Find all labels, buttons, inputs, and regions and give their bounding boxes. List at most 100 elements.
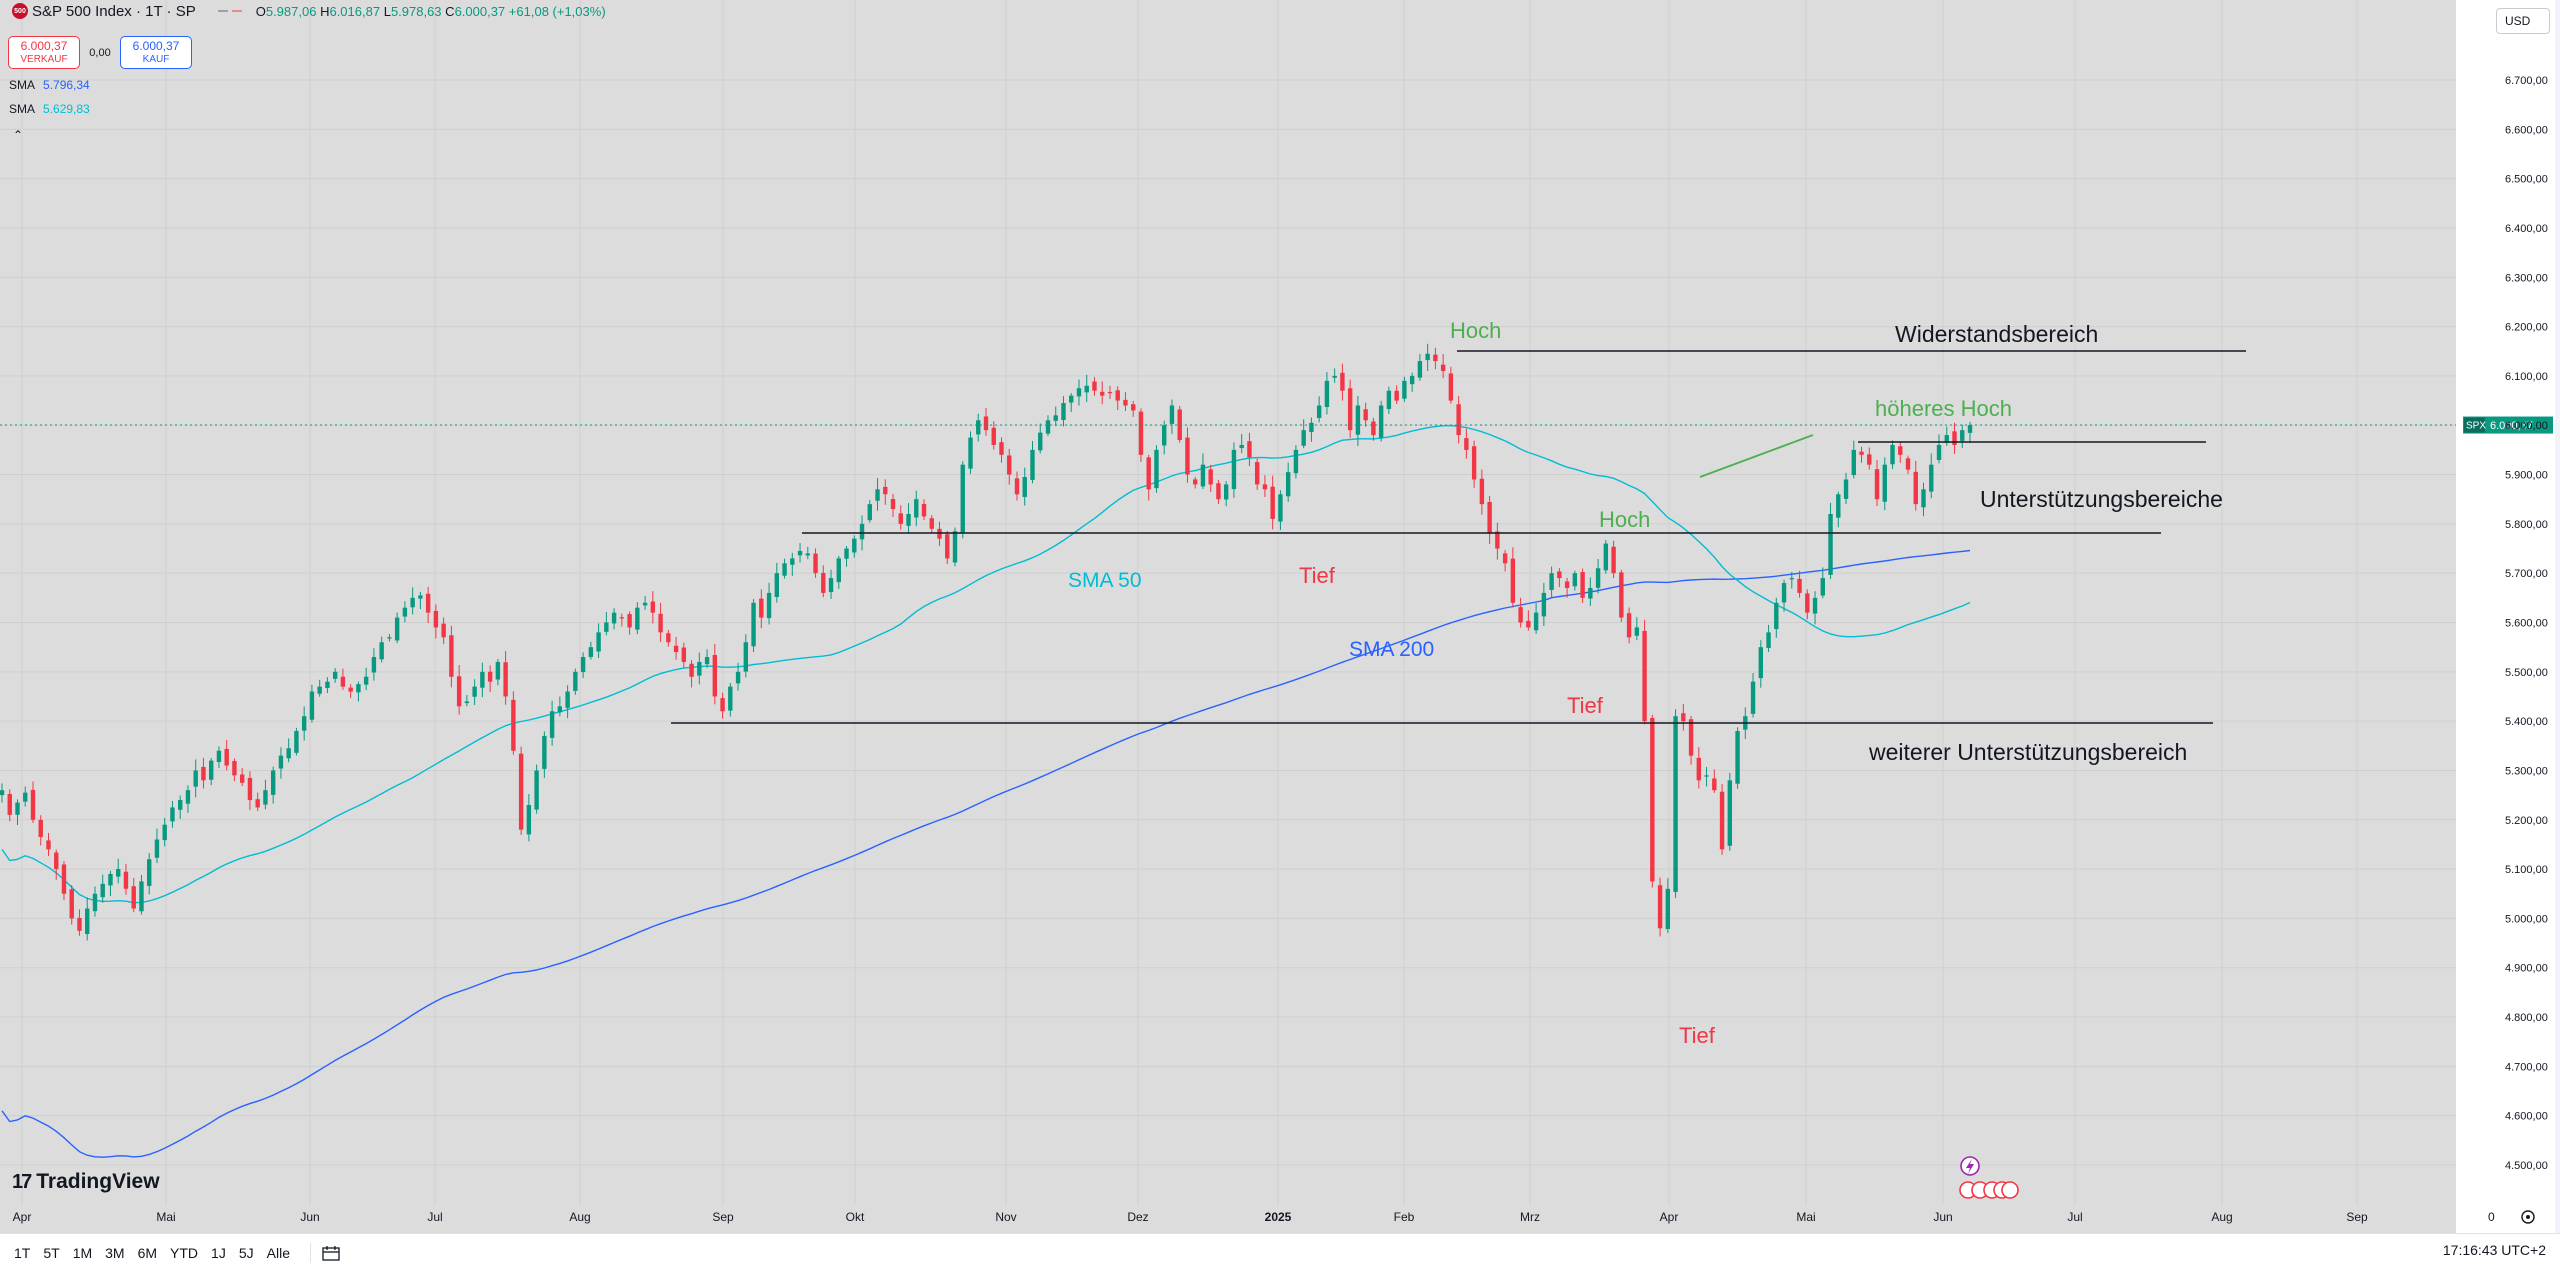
price-tick-label: 6.100,00: [2505, 371, 2548, 383]
collapse-indicators-icon[interactable]: ⌃: [13, 128, 24, 142]
label-weiterer-unterstuetzungsbereich: weiterer Unterstützungsbereich: [1868, 739, 2187, 765]
candle-body: [100, 883, 105, 898]
price-tick-label: 5.100,00: [2505, 864, 2548, 876]
drawings[interactable]: [671, 350, 2246, 724]
candle-body: [255, 799, 260, 808]
indicator-sma-200[interactable]: SMA 5.796,34: [9, 78, 90, 92]
candle-body: [557, 706, 563, 713]
candle-body: [1836, 494, 1841, 518]
candle-body: [1030, 449, 1035, 480]
time-tick-label: Apr: [13, 1210, 32, 1224]
candle-body: [1851, 449, 1856, 476]
price-axis[interactable]: 4.500,00 4.600,00 4.700,00 4.800,00 4.900,00…: [2505, 75, 2548, 1172]
candle-body: [286, 748, 291, 759]
candle-body: [1905, 458, 1911, 470]
candle-body: [1131, 404, 1136, 411]
candle-body: [952, 531, 958, 563]
price-tick-label: 6.500,00: [2505, 174, 2548, 186]
candle-body: [1859, 451, 1864, 455]
event-markers[interactable]: [1959, 1156, 2019, 1199]
timeframe-1t[interactable]: 1T: [14, 1245, 31, 1261]
candle-body: [1735, 731, 1740, 784]
currency-selector[interactable]: USD: [2496, 8, 2550, 34]
date-range-calendar-icon[interactable]: [321, 1244, 341, 1262]
candle-body: [1479, 478, 1485, 505]
candle-body: [170, 807, 175, 822]
timeframe-5j[interactable]: 5J: [238, 1245, 254, 1261]
right-edge-scrollbar[interactable]: [2555, 0, 2560, 1233]
candle-body: [487, 671, 493, 682]
plot-background: [0, 0, 2456, 1233]
candle-body: [1464, 438, 1469, 450]
candle-body: [1061, 403, 1066, 421]
candle-body: [1239, 444, 1244, 448]
candle-body: [193, 770, 198, 787]
candle-body: [1340, 372, 1345, 391]
candle-body: [681, 647, 687, 662]
candle-body: [239, 774, 245, 783]
label-hoch-2: Hoch: [1599, 507, 1650, 532]
settings-gear-icon[interactable]: [2521, 1210, 2535, 1224]
candle-body: [1510, 558, 1516, 603]
candle-body: [852, 538, 857, 553]
last-price-label: SPX 6.000,37: [2463, 416, 2553, 434]
candle-body: [611, 612, 617, 624]
candle-body: [968, 437, 973, 469]
candle-body: [1603, 543, 1609, 571]
sell-button[interactable]: 6.000,37 VERKAUF: [8, 36, 80, 69]
candle-body: [54, 852, 59, 870]
indicator-sma-50[interactable]: SMA 5.629,83: [9, 102, 90, 116]
candle-body: [1805, 593, 1810, 613]
candle-body: [712, 654, 718, 697]
timeframe-3m[interactable]: 3M: [105, 1245, 125, 1261]
symbol-title[interactable]: S&P 500 Index · 1T · SP: [32, 2, 196, 20]
time-axis[interactable]: Apr Mai Jun Jul Aug Sep Okt Nov Dez 2025 Feb Mrz Apr…: [13, 1210, 2368, 1224]
timeframe-1m[interactable]: 1M: [72, 1245, 93, 1261]
time-tick-label: Jul: [427, 1210, 442, 1224]
candle-body: [1433, 354, 1438, 362]
candle-body: [797, 550, 803, 556]
candle-body: [790, 558, 795, 565]
candle-body: [1262, 484, 1268, 490]
candle-body: [1425, 353, 1430, 361]
candle-body: [1843, 479, 1849, 499]
tradingview-mark-icon: 17: [12, 1170, 32, 1193]
buy-button[interactable]: 6.000,37 KAUF: [120, 36, 192, 69]
candle-body: [650, 601, 656, 613]
candle-body: [1696, 757, 1702, 781]
candle-body: [774, 573, 780, 597]
candle-body: [1642, 630, 1647, 722]
candle-body: [433, 610, 439, 628]
clock-time[interactable]: 17:16:43 UTC+2: [2442, 1242, 2546, 1258]
candle-body: [1797, 578, 1802, 593]
candle-body: [565, 691, 570, 708]
candle-body: [7, 793, 12, 815]
candle-body: [720, 698, 725, 712]
timeframe-1j[interactable]: 1J: [211, 1245, 226, 1261]
trade-buttons: 6.000,37 VERKAUF 0,00 6.000,37 KAUF: [8, 36, 192, 69]
timeframe-6m[interactable]: 6M: [137, 1245, 158, 1261]
candle-body: [1719, 791, 1725, 850]
candle-body: [1495, 531, 1500, 549]
price-chart[interactable]: Hoch Widerstandsbereich höheres Hoch Unt…: [0, 0, 2560, 1233]
label-tief-2: Tief: [1567, 693, 1604, 718]
candle-body: [1409, 375, 1415, 385]
candle-body: [1502, 553, 1508, 564]
price-tick-label: 4.900,00: [2505, 963, 2548, 975]
candle-body: [1533, 612, 1539, 631]
candle-body: [123, 871, 129, 889]
candle-body: [1309, 422, 1314, 432]
timeframe-ytd[interactable]: YTD: [170, 1245, 199, 1261]
header-controls[interactable]: [217, 10, 242, 12]
timeframe-alle[interactable]: Alle: [266, 1245, 290, 1261]
price-tick-label: 5.600,00: [2505, 618, 2548, 630]
candle-body: [1820, 578, 1825, 596]
candle-body: [766, 592, 772, 619]
timeframe-5t[interactable]: 5T: [43, 1245, 60, 1261]
price-tick-label: 4.700,00: [2505, 1061, 2548, 1073]
candle-body: [1611, 546, 1616, 574]
candle-body: [1673, 716, 1678, 892]
candle-body: [441, 623, 446, 638]
candle-body: [1634, 627, 1640, 636]
candle-body: [906, 514, 911, 526]
